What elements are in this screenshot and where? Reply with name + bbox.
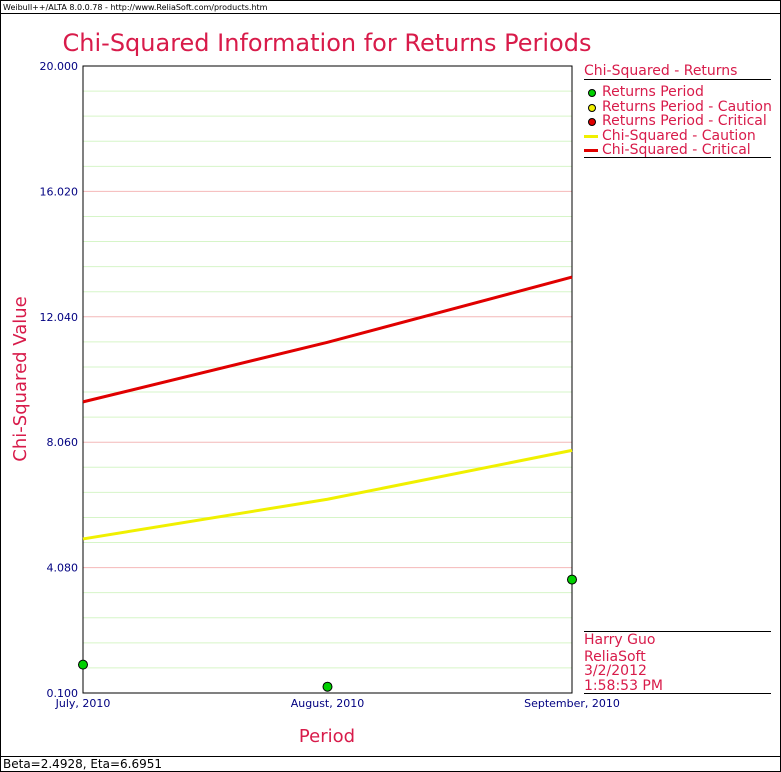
- series-points: [78, 574, 577, 692]
- author-time: 1:58:53 PM: [584, 678, 663, 694]
- x-tick-labels: July, 2010 August, 2010 September, 2010: [55, 697, 620, 710]
- y-axis-label: Chi-Squared Value: [10, 296, 31, 461]
- legend-item-label: Returns Period - Caution: [602, 98, 772, 115]
- y-tick-label: 16.020: [40, 185, 79, 198]
- plot-area-border: [82, 65, 573, 694]
- legend-dot-icon: [584, 114, 602, 129]
- chart-title: Chi-Squared Information for Returns Peri…: [63, 29, 592, 57]
- x-tick-label: August, 2010: [291, 697, 364, 710]
- legend-item-label: Returns Period: [602, 84, 704, 100]
- returns-period-point: [78, 659, 88, 670]
- author-bottom-rule: [584, 693, 771, 694]
- legend-line-icon: [584, 143, 602, 158]
- legend-item-label: Chi-Squared - Critical: [602, 142, 751, 158]
- returns-period-point: [322, 681, 333, 692]
- legend-title: Chi-Squared - Returns: [584, 63, 738, 79]
- legend-item: Returns Period: [584, 85, 704, 100]
- legend-item: Returns Period - Critical: [584, 114, 767, 129]
- author-date: 3/2/2012: [584, 663, 647, 679]
- chart-canvas: 20.000 16.020 12.040 8.060 4.080 0.100 July, …: [10, 29, 620, 747]
- chi-squared-caution-line: [82, 448, 573, 541]
- legend-item-label: Chi-Squared - Caution: [602, 127, 756, 144]
- legend-line-icon: [584, 129, 602, 144]
- y-tick-label: 8.060: [47, 436, 79, 449]
- window-title: Weibull++/ALTA 8.0.0.78 - http://www.Rel…: [1, 1, 780, 14]
- returns-period-point: [567, 574, 577, 585]
- legend-item-label: Returns Period - Critical: [602, 113, 767, 129]
- author-company: ReliaSoft: [584, 649, 646, 665]
- chi-squared-critical-line: [82, 275, 573, 404]
- y-tick-label: 4.080: [47, 562, 79, 575]
- y-tick-labels: 20.000 16.020 12.040 8.060 4.080 0.100: [40, 60, 79, 700]
- x-tick-label: September, 2010: [524, 697, 620, 710]
- legend-bottom-rule: [584, 157, 771, 158]
- y-tick-label: 20.000: [40, 60, 79, 73]
- major-grid: [83, 190, 572, 569]
- legend-dot-icon: [584, 85, 602, 100]
- legend-item: Chi-Squared - Caution: [584, 127, 756, 144]
- legend-item: Returns Period - Caution: [584, 98, 772, 115]
- legend-top-rule: [584, 79, 771, 80]
- parameter-footer: Beta=2.4928, Eta=6.6951: [1, 756, 780, 771]
- y-tick-label: 0.100: [47, 687, 79, 700]
- x-tick-label: July, 2010: [55, 697, 111, 710]
- author-top-rule: [584, 631, 771, 632]
- legend-item: Chi-Squared - Critical: [584, 143, 751, 158]
- x-axis-label: Period: [299, 726, 355, 747]
- minor-grid: [83, 90, 572, 669]
- legend-dot-icon: [584, 100, 602, 115]
- y-tick-label: 12.040: [40, 311, 79, 324]
- series-lines: [82, 275, 573, 541]
- author-name: Harry Guo: [584, 632, 656, 648]
